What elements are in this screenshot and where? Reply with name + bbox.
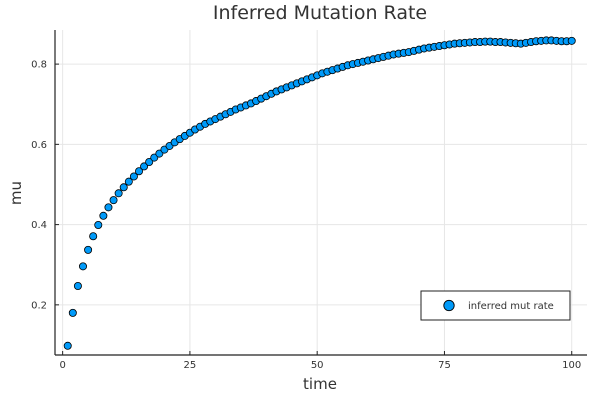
data-point xyxy=(68,308,77,317)
data-point xyxy=(109,196,118,205)
x-tick-label: 75 xyxy=(438,360,451,371)
data-point xyxy=(145,158,154,167)
data-point xyxy=(567,36,576,45)
legend-label: inferred mut rate xyxy=(468,301,554,312)
grid-lines xyxy=(55,30,587,355)
data-point xyxy=(94,220,103,229)
x-tick-label: 25 xyxy=(184,360,197,371)
y-tick-label: 0.8 xyxy=(31,60,47,71)
data-point xyxy=(134,167,143,176)
x-axis-label: time xyxy=(303,375,337,393)
data-point xyxy=(124,177,133,186)
chart-title: Inferred Mutation Rate xyxy=(213,2,427,24)
y-tick-label: 0.6 xyxy=(31,140,47,151)
data-point xyxy=(89,232,98,241)
data-point xyxy=(119,183,128,192)
data-point xyxy=(140,162,149,171)
legend-marker xyxy=(443,299,455,312)
x-tick-label: 0 xyxy=(59,360,65,371)
data-point xyxy=(129,172,138,181)
legend: inferred mut rate xyxy=(420,290,571,321)
x-tick-label: 50 xyxy=(311,360,324,371)
data-point xyxy=(104,203,113,212)
data-point xyxy=(63,341,72,350)
data-point xyxy=(99,211,108,220)
data-points xyxy=(63,36,576,350)
y-tick-label: 0.4 xyxy=(31,220,47,231)
data-point xyxy=(79,262,88,271)
y-tick-label: 0.2 xyxy=(31,300,47,311)
axis-ticks: 0 25 50 75 100 0.2 0.4 0.6 0.8 xyxy=(31,60,581,371)
x-tick-label: 100 xyxy=(562,360,581,371)
data-point xyxy=(114,189,123,198)
data-point xyxy=(73,281,82,290)
data-point xyxy=(84,245,93,254)
y-axis-label: mu xyxy=(7,181,25,205)
